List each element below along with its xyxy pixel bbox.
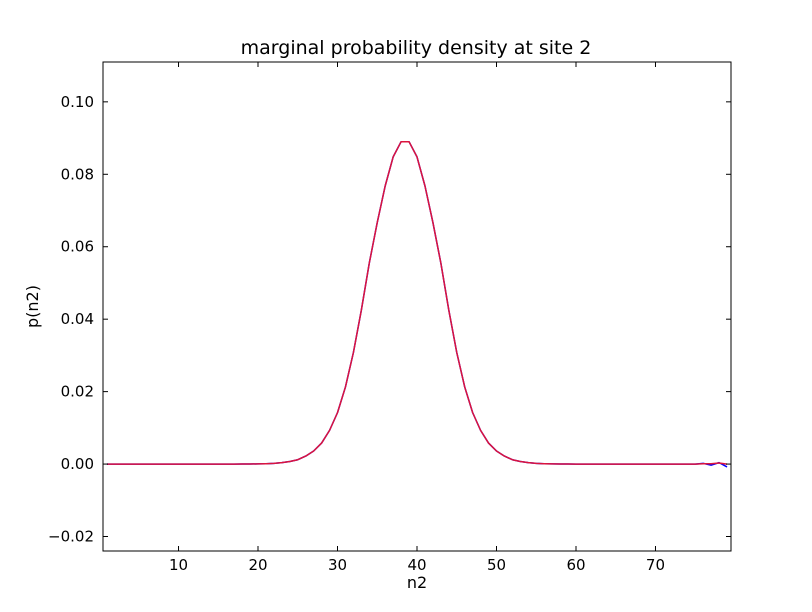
x-axis-title: n2 <box>407 573 427 592</box>
x-tick-label-20: 20 <box>248 556 267 574</box>
x-tick-label-40: 40 <box>407 556 426 574</box>
y-axis-title: p(n2) <box>23 285 42 328</box>
chart-title: marginal probability density at site 2 <box>241 37 592 59</box>
x-tick-label-60: 60 <box>566 556 585 574</box>
y-tick-label-5: 0.08 <box>61 165 94 183</box>
axis-ticks: 10 20 30 40 50 60 70 −0.02 0.00 0.02 0.04 0.06 0.08 0… <box>48 62 731 574</box>
x-tick-label-70: 70 <box>646 556 665 574</box>
plot-area <box>106 140 728 468</box>
x-tick-label-10: 10 <box>169 556 188 574</box>
y-tick-label-3: 0.04 <box>61 310 94 328</box>
plot-frame <box>102 61 732 552</box>
y-tick-label-2: 0.02 <box>61 383 94 401</box>
y-tick-label-6: 0.10 <box>61 93 94 111</box>
x-tick-label-30: 30 <box>328 556 347 574</box>
y-tick-label-0: −0.02 <box>48 528 94 546</box>
series-line-1 <box>106 140 728 465</box>
y-tick-label-4: 0.06 <box>61 238 94 256</box>
x-tick-label-50: 50 <box>487 556 506 574</box>
y-tick-label-1: 0.00 <box>61 455 94 473</box>
